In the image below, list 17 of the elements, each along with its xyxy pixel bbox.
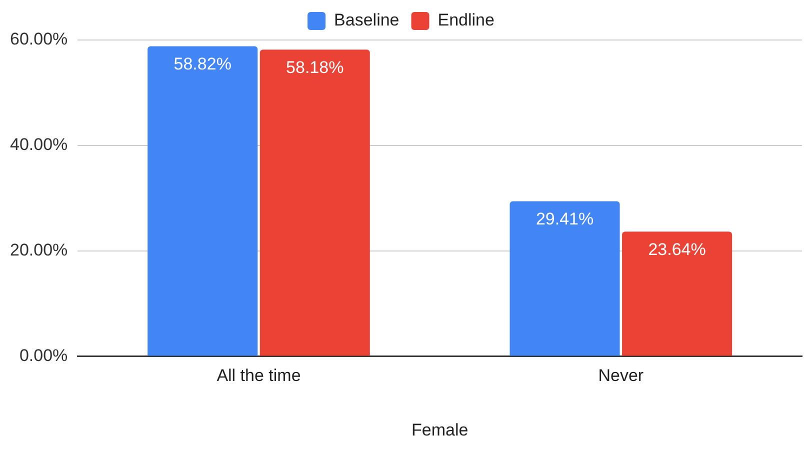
- data-label: 58.18%: [286, 58, 344, 77]
- data-label: 23.64%: [648, 240, 706, 259]
- bar: [510, 201, 620, 356]
- bar: [148, 46, 258, 356]
- y-tick-label: 0.00%: [19, 346, 68, 365]
- x-axis-title: Female: [411, 420, 468, 440]
- bar: [260, 50, 370, 356]
- legend-label: Baseline: [334, 10, 400, 30]
- y-tick-label: 20.00%: [10, 240, 68, 260]
- legend-label: Endline: [438, 10, 494, 30]
- data-label: 29.41%: [536, 209, 594, 228]
- x-tick-label: All the time: [216, 366, 301, 386]
- y-tick-label: 60.00%: [10, 30, 68, 49]
- x-tick-label: Never: [598, 366, 644, 386]
- y-tick-label: 40.00%: [10, 135, 68, 154]
- data-label: 58.82%: [174, 54, 232, 74]
- bar: [622, 232, 732, 356]
